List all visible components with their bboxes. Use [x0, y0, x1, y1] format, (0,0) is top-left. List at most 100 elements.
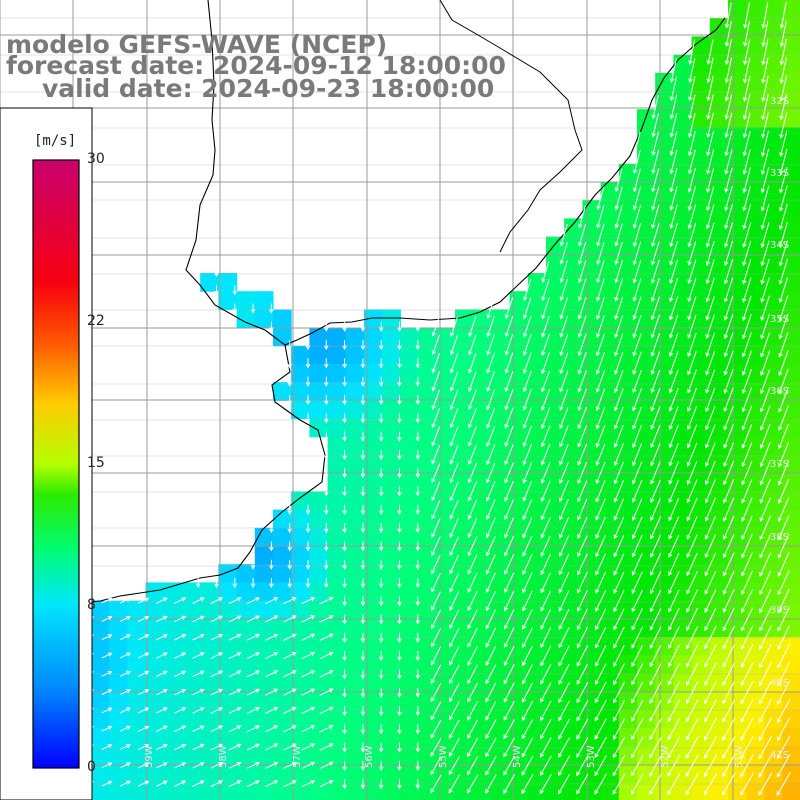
wind-arrow: [319, 725, 334, 733]
wind-arrow: [740, 772, 754, 796]
wind-arrow: [415, 669, 421, 680]
wind-cell: [127, 600, 147, 620]
wind-arrow: [577, 425, 588, 448]
wind-cell: [546, 364, 565, 383]
wind-arrow: [232, 303, 238, 314]
wind-arrow: [397, 651, 402, 662]
wind-arrow: [631, 626, 644, 649]
wind-cell: [145, 691, 165, 711]
wind-arrow: [287, 504, 292, 515]
wind-arrow: [613, 700, 625, 722]
wind-cell: [473, 618, 492, 638]
wind-arrow: [522, 553, 533, 576]
wind-cell: [455, 473, 474, 492]
wind-arrow: [431, 371, 440, 392]
wind-arrow: [378, 596, 384, 607]
wind-arrow: [397, 779, 402, 790]
wind-arrow: [319, 651, 334, 660]
wind-cell: [364, 618, 383, 638]
wind-cell: [418, 746, 438, 765]
wind-arrow: [415, 504, 421, 515]
wind-arrow: [779, 38, 787, 66]
wind-cell: [546, 746, 565, 765]
wind-arrow: [449, 426, 459, 447]
wind-cell: [564, 509, 583, 529]
wind-cell: [291, 564, 310, 583]
wind-arrow: [724, 112, 733, 139]
wind-arrow: [558, 755, 571, 777]
wind-cell: [746, 600, 765, 620]
wind-arrow: [522, 645, 533, 667]
wind-arrow: [614, 278, 624, 302]
wind-arrow: [704, 479, 716, 504]
wind-arrow: [632, 461, 643, 485]
wind-arrow: [759, 478, 771, 504]
wind-arrow: [688, 57, 696, 83]
wind-cell: [291, 673, 310, 693]
wind-cell: [364, 364, 383, 383]
wind-cell: [600, 236, 620, 256]
wind-arrow: [156, 707, 168, 714]
wind-arrow: [305, 413, 311, 424]
wind-cell: [455, 655, 474, 674]
lat-label: 34S: [770, 240, 789, 251]
wind-arrow: [467, 426, 477, 447]
wind-arrow: [342, 614, 347, 625]
wind-arrow: [228, 633, 242, 641]
wind-arrow: [287, 376, 292, 387]
wind-arrow: [210, 762, 224, 769]
wind-arrow: [119, 780, 131, 787]
wind-cell: [564, 327, 583, 347]
wind-arrow: [705, 424, 716, 449]
wind-arrow: [397, 431, 402, 442]
wind-arrow: [522, 627, 533, 649]
wind-arrow: [522, 334, 532, 356]
wind-arrow: [577, 242, 587, 265]
wind-arrow: [741, 405, 753, 431]
wind-arrow: [415, 596, 421, 607]
wind-arrow: [323, 541, 329, 552]
wind-cell: [618, 709, 638, 729]
wind-arrow: [722, 570, 735, 595]
wind-cell: [163, 655, 183, 674]
wind-arrow: [761, 57, 769, 84]
wind-arrow: [319, 633, 334, 641]
wind-arrow: [723, 405, 734, 431]
wind-arrow: [156, 743, 168, 751]
wind-arrow: [210, 688, 224, 696]
wind-arrow: [651, 204, 660, 230]
wind-cell: [455, 327, 474, 347]
wind-cell: [236, 600, 256, 620]
wind-cell: [527, 600, 547, 620]
wind-arrow: [431, 554, 441, 575]
colorbar-tick-30: 30: [87, 151, 105, 167]
wind-arrow: [669, 296, 679, 321]
wind-arrow: [485, 517, 496, 539]
wind-cell: [764, 491, 784, 511]
wind-arrow: [613, 718, 626, 741]
wind-cell: [145, 673, 165, 693]
wind-arrow: [669, 222, 678, 248]
wind-arrow: [119, 762, 131, 769]
wind-arrow: [594, 755, 607, 777]
wind-cell: [637, 345, 656, 365]
wind-arrow: [360, 742, 366, 753]
wind-arrow: [174, 615, 187, 623]
wind-cell: [473, 345, 492, 365]
wind-cell: [673, 436, 693, 456]
wind-arrow: [576, 736, 589, 759]
wind-cell: [127, 746, 147, 765]
wind-cell: [200, 728, 219, 747]
wind-cell: [746, 527, 765, 547]
wind-cell: [691, 127, 711, 147]
wind-cell: [291, 709, 310, 729]
wind-cell: [691, 145, 711, 165]
wind-arrow: [378, 669, 384, 680]
wind-cell: [345, 655, 365, 674]
wind-arrow: [342, 541, 347, 552]
wind-cell: [455, 618, 474, 638]
wind-arrow: [323, 395, 329, 406]
wind-arrow: [651, 131, 659, 156]
wind-cell: [327, 709, 347, 729]
